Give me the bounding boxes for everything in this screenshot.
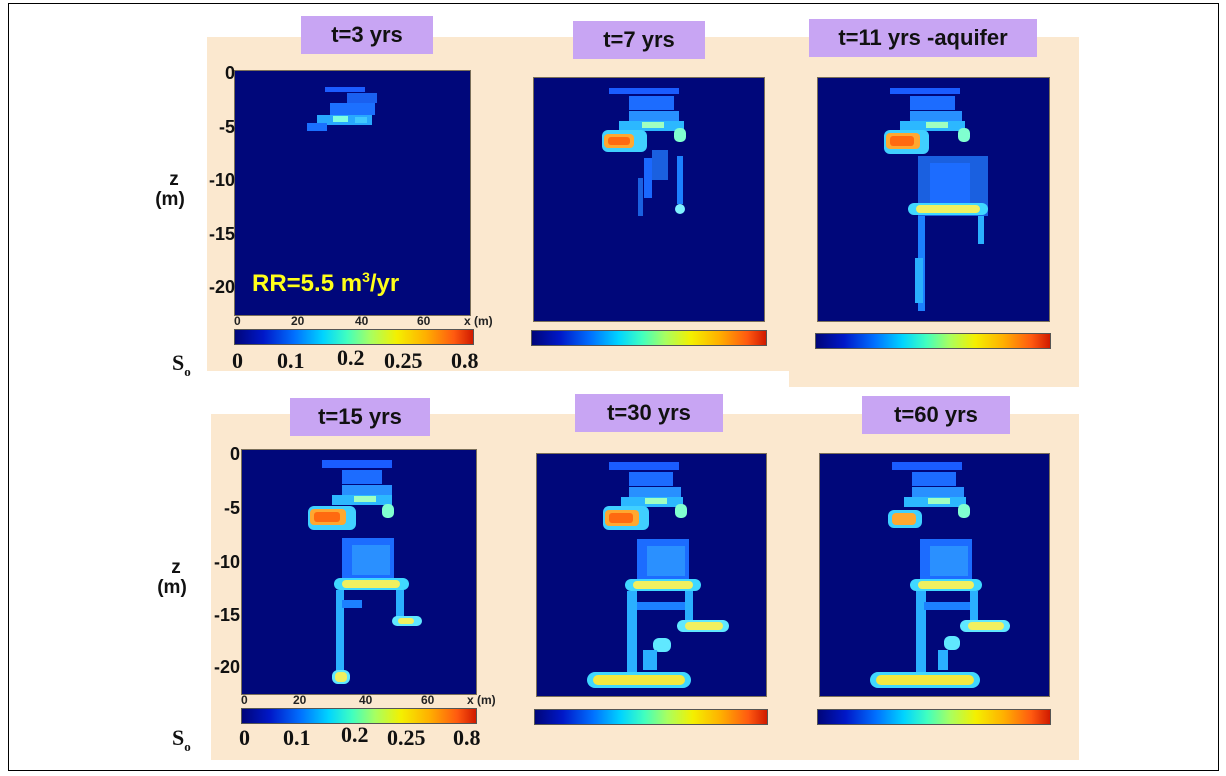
z-axis-label-b: z <box>171 557 181 578</box>
z-tick-10-b: -10 <box>213 552 240 572</box>
colorbar-label: So <box>172 352 191 383</box>
z-tick-10: -10 <box>208 170 235 190</box>
colorbar-6 <box>817 709 1051 725</box>
panel-title-6: t=60 yrs <box>862 396 1010 434</box>
z-axis-unit: (m) <box>155 189 185 210</box>
plume-plot-6 <box>819 453 1050 697</box>
plume-image-3 <box>884 88 988 311</box>
plume-image-4 <box>308 460 422 684</box>
rr-suffix: /yr <box>369 270 400 297</box>
z-axis-unit-b: (m) <box>157 577 187 598</box>
colorbar-label-main: S <box>172 350 185 375</box>
z-tick-0-b: 0 <box>229 444 240 464</box>
cbar-tick-08-b: 0.8 <box>453 725 481 750</box>
plume-plot-2 <box>533 77 765 322</box>
z-tick-15: -15 <box>208 224 235 244</box>
colorbar-label-sub-b: o <box>184 739 191 754</box>
plume-image-1 <box>307 87 377 131</box>
plume-plot-4 <box>241 449 477 695</box>
plume-image-6 <box>870 462 1010 688</box>
plume-plot-1 <box>234 70 471 316</box>
cbar-tick-01: 0.1 <box>277 348 305 373</box>
z-tick-20-b: -20 <box>213 657 240 677</box>
colorbar-2 <box>531 330 767 346</box>
x-tick-20-b: 20 <box>293 693 307 707</box>
figure-frame: t=3 yrs t=7 yrs t=11 yrs -aquifer <box>8 3 1219 771</box>
panel-title-3: t=11 yrs -aquifer <box>809 19 1037 57</box>
colorbar-3 <box>815 333 1051 349</box>
colorbar-5 <box>534 709 768 725</box>
x-axis-unit-b: x (m) <box>467 693 496 707</box>
cbar-tick-02-b: 0.2 <box>341 722 369 747</box>
cbar-tick-08: 0.8 <box>451 348 479 373</box>
x-tick-40: 40 <box>355 314 369 328</box>
z-tick-5-b: -5 <box>223 498 240 518</box>
rr-text: RR=5.5 m <box>252 270 363 297</box>
panel-title-5: t=30 yrs <box>575 394 723 432</box>
x-tick-60: 60 <box>417 314 431 328</box>
panel-title-1: t=3 yrs <box>301 16 433 54</box>
plume-image-2 <box>602 88 686 216</box>
x-tick-20: 20 <box>291 314 305 328</box>
x-tick-40-b: 40 <box>359 693 373 707</box>
plume-plot-3 <box>817 77 1050 322</box>
x-axis-unit: x (m) <box>464 314 493 328</box>
rr-superscript: 3 <box>362 269 370 285</box>
cbar-tick-0-b: 0 <box>239 725 250 750</box>
plume-plot-5 <box>536 453 767 697</box>
z-tick-0: 0 <box>224 63 235 83</box>
cbar-tick-01-b: 0.1 <box>283 725 311 750</box>
x-tick-0-b: 0 <box>241 693 248 707</box>
x-tick-0: 0 <box>234 314 241 328</box>
z-tick-20: -20 <box>208 277 235 297</box>
z-axis-label: z <box>169 169 179 190</box>
panel-title-2: t=7 yrs <box>573 21 705 59</box>
panel-title-4: t=15 yrs <box>290 398 430 436</box>
cbar-tick-0: 0 <box>232 348 243 373</box>
colorbar-label-sub: o <box>184 364 191 379</box>
z-tick-5: -5 <box>218 117 235 137</box>
recharge-rate-annotation: RR=5.5 m3/yr <box>252 269 399 298</box>
colorbar-label-main-b: S <box>172 725 185 750</box>
cbar-tick-02: 0.2 <box>337 345 365 370</box>
colorbar-label-b: So <box>172 727 191 758</box>
x-tick-60-b: 60 <box>421 693 435 707</box>
colorbar-4 <box>241 708 477 724</box>
cbar-tick-025-b: 0.25 <box>387 725 426 750</box>
cbar-tick-025: 0.25 <box>384 348 423 373</box>
z-tick-15-b: -15 <box>213 605 240 625</box>
plume-image-5 <box>587 462 729 688</box>
colorbar-1 <box>234 329 474 345</box>
